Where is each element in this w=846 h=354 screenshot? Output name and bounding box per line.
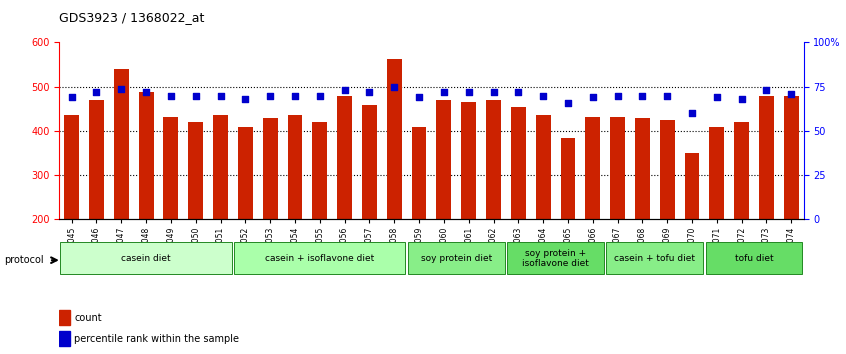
Bar xyxy=(759,96,774,219)
FancyBboxPatch shape xyxy=(507,242,604,274)
Bar xyxy=(412,127,426,219)
Point xyxy=(486,89,500,95)
Bar xyxy=(238,127,253,219)
Point xyxy=(784,91,798,97)
Point xyxy=(635,93,649,98)
Point xyxy=(338,87,351,93)
Point xyxy=(462,89,475,95)
Bar xyxy=(610,117,625,219)
FancyBboxPatch shape xyxy=(60,242,232,274)
Bar xyxy=(59,331,69,346)
Point xyxy=(189,93,202,98)
Text: casein + tofu diet: casein + tofu diet xyxy=(614,254,695,263)
Point xyxy=(760,87,773,93)
Bar xyxy=(163,117,179,219)
Point xyxy=(735,96,749,102)
Point xyxy=(363,89,376,95)
Text: tofu diet: tofu diet xyxy=(735,254,773,263)
Text: GDS3923 / 1368022_at: GDS3923 / 1368022_at xyxy=(59,11,205,24)
Bar xyxy=(213,115,228,219)
Point xyxy=(685,110,699,116)
Bar xyxy=(64,115,79,219)
Text: protocol: protocol xyxy=(4,255,44,265)
Bar xyxy=(734,122,749,219)
Point xyxy=(90,89,103,95)
Bar xyxy=(710,127,724,219)
Point xyxy=(710,95,723,100)
Bar xyxy=(486,100,501,219)
Text: casein + isoflavone diet: casein + isoflavone diet xyxy=(265,254,375,263)
Point xyxy=(214,93,228,98)
Point xyxy=(239,96,252,102)
Bar xyxy=(114,69,129,219)
Point xyxy=(263,93,277,98)
Bar xyxy=(312,122,327,219)
Text: count: count xyxy=(74,313,102,323)
Bar xyxy=(684,153,700,219)
Bar xyxy=(585,117,600,219)
Bar xyxy=(561,138,575,219)
Point xyxy=(65,95,79,100)
Point xyxy=(437,89,451,95)
Point xyxy=(114,86,128,91)
FancyBboxPatch shape xyxy=(607,242,703,274)
Text: soy protein +
isoflavone diet: soy protein + isoflavone diet xyxy=(522,249,589,268)
Bar xyxy=(635,118,650,219)
FancyBboxPatch shape xyxy=(706,242,803,274)
Bar xyxy=(511,107,525,219)
Bar xyxy=(89,100,104,219)
Bar xyxy=(59,310,69,325)
Text: percentile rank within the sample: percentile rank within the sample xyxy=(74,334,239,344)
Bar xyxy=(338,96,352,219)
Point xyxy=(412,95,426,100)
Bar xyxy=(660,120,674,219)
Point xyxy=(586,95,600,100)
Text: casein diet: casein diet xyxy=(121,254,171,263)
Point xyxy=(387,84,401,90)
Bar xyxy=(784,97,799,219)
Point xyxy=(561,100,574,105)
FancyBboxPatch shape xyxy=(408,242,505,274)
Bar xyxy=(387,59,402,219)
Point xyxy=(288,93,302,98)
Point xyxy=(512,89,525,95)
Bar xyxy=(536,115,551,219)
Bar xyxy=(189,122,203,219)
Point xyxy=(140,89,153,95)
Bar xyxy=(437,100,451,219)
Bar xyxy=(288,115,302,219)
Bar xyxy=(139,92,153,219)
Point xyxy=(313,93,327,98)
Point xyxy=(661,93,674,98)
Point xyxy=(164,93,178,98)
Bar xyxy=(362,105,376,219)
FancyBboxPatch shape xyxy=(234,242,405,274)
Text: soy protein diet: soy protein diet xyxy=(420,254,492,263)
Point xyxy=(611,93,624,98)
Point xyxy=(536,93,550,98)
Bar xyxy=(263,118,277,219)
Bar xyxy=(461,102,476,219)
